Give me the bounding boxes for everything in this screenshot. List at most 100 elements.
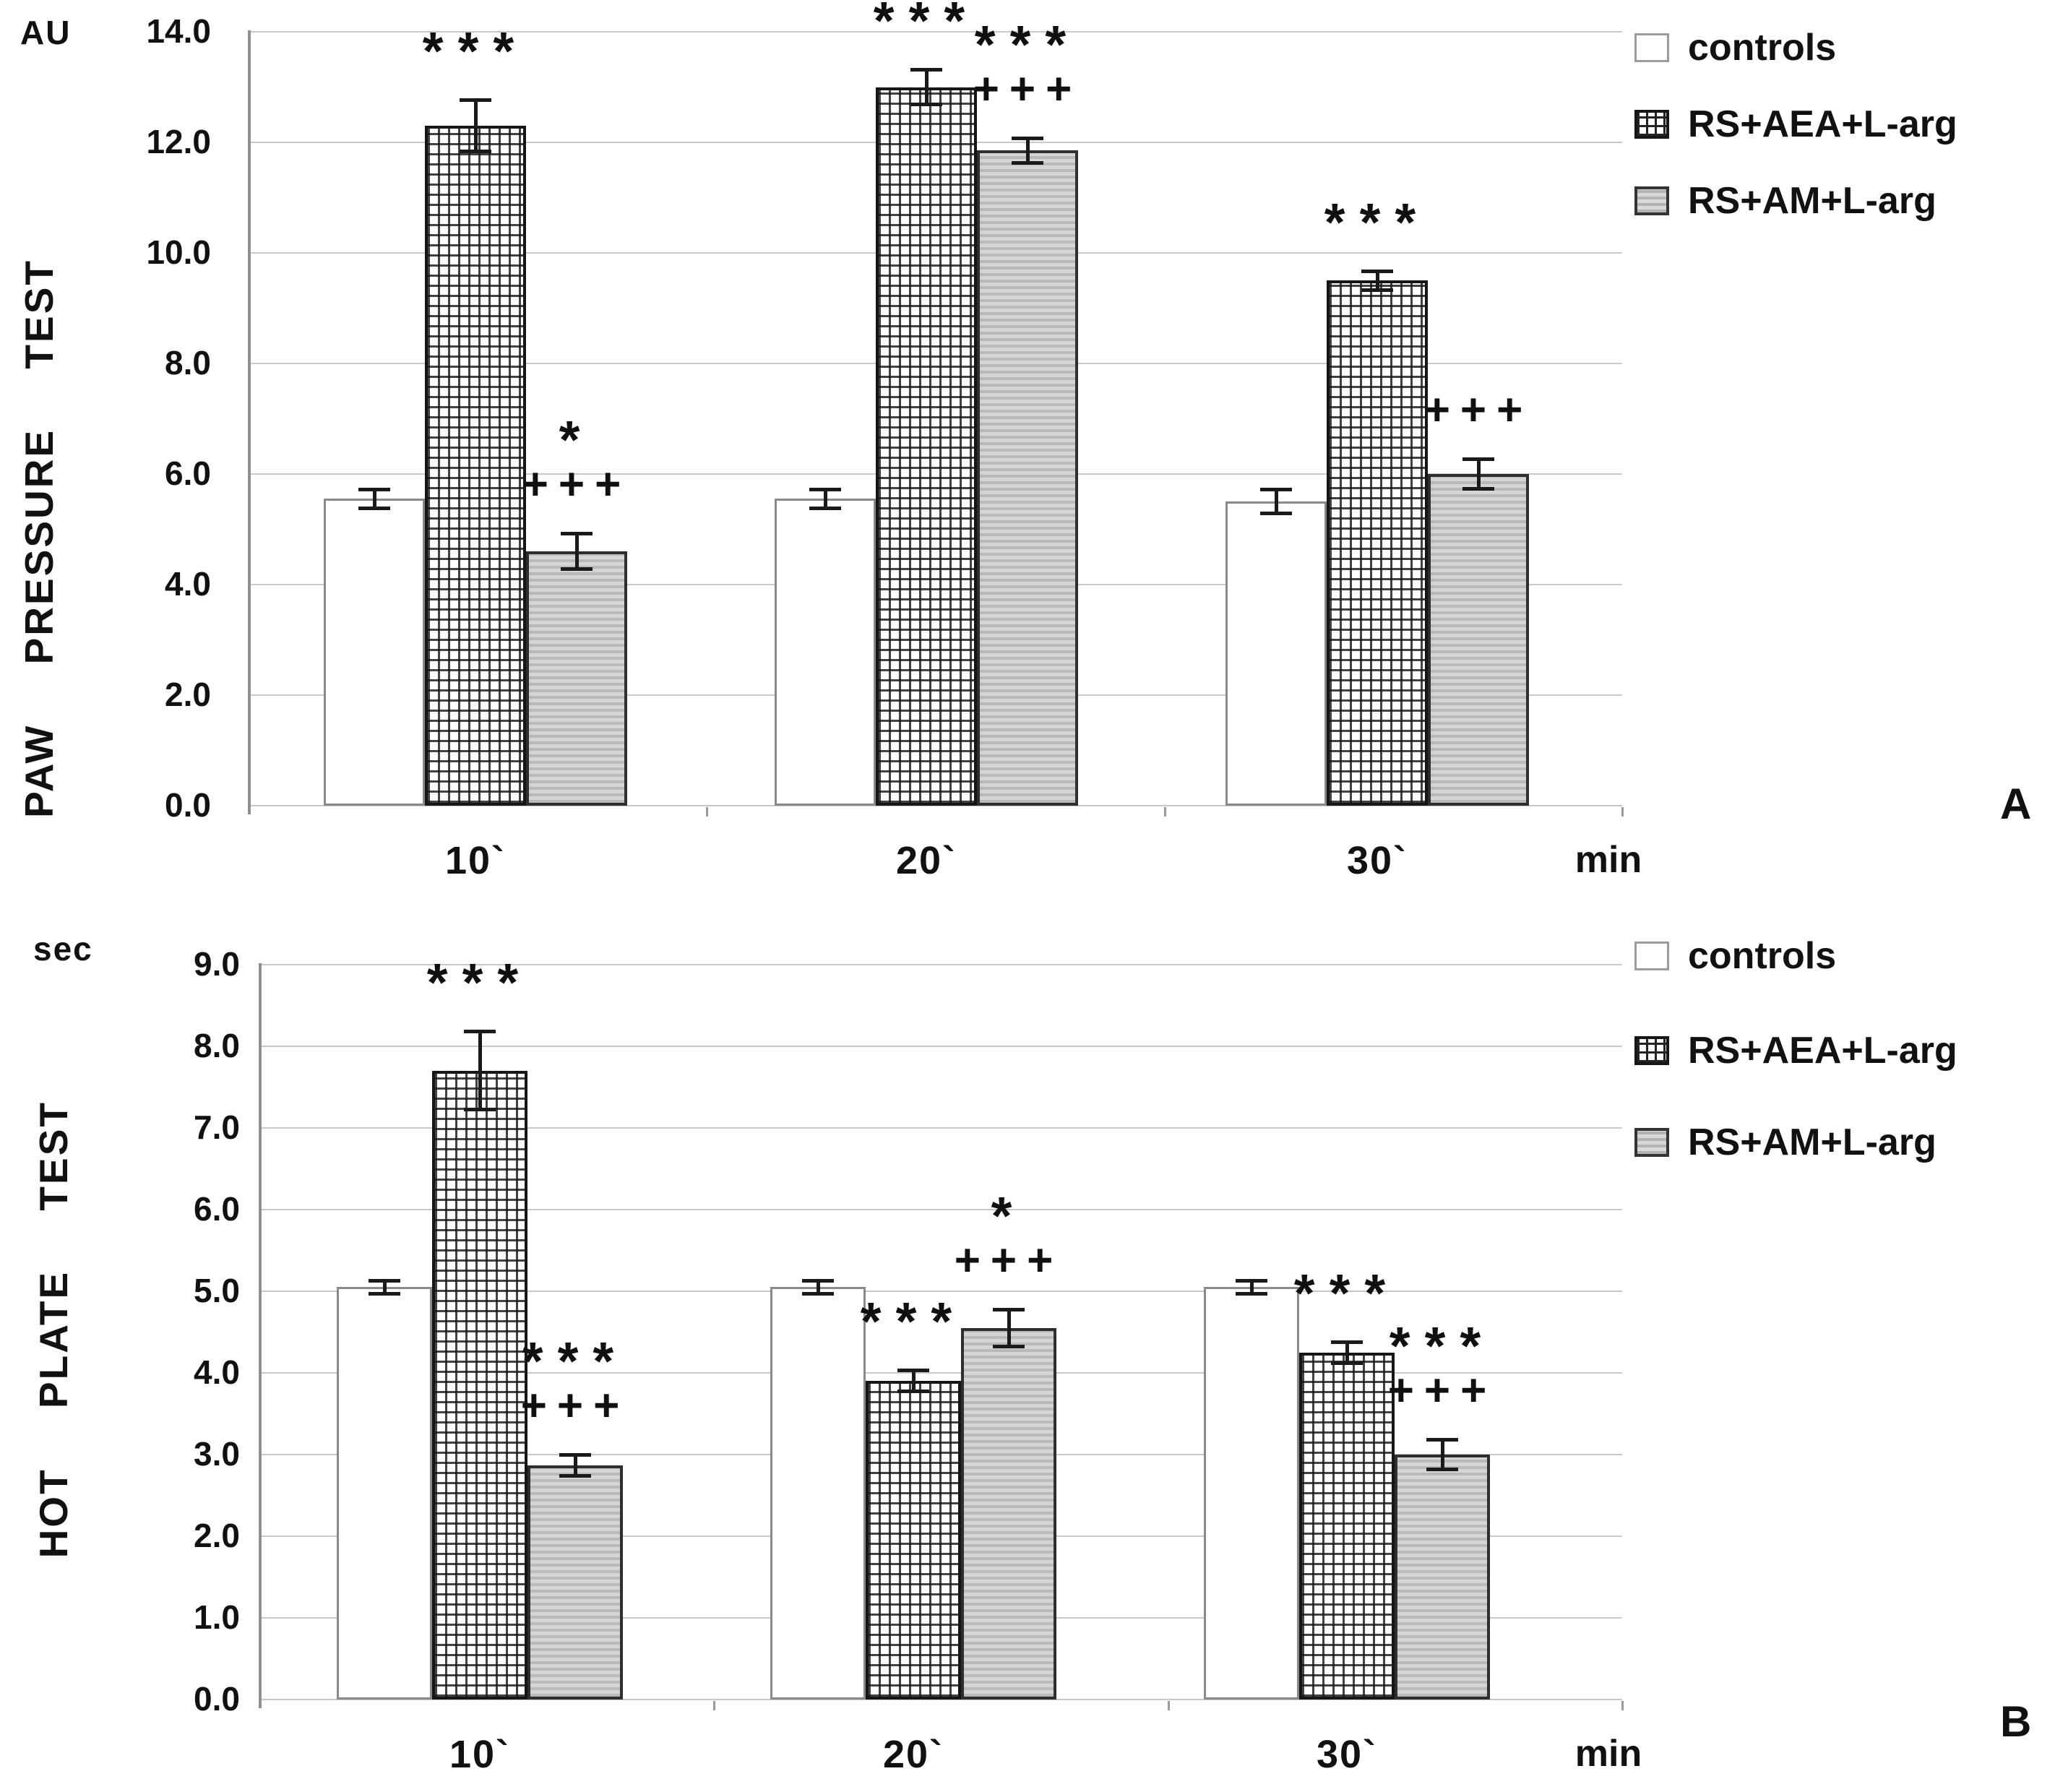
error-bar xyxy=(809,488,841,510)
x-axis-tick xyxy=(1167,1701,1170,1710)
error-bar-stem xyxy=(1345,1340,1349,1365)
y-tick-label: 6.0 xyxy=(165,455,211,492)
bar-controls-30 xyxy=(1225,501,1327,806)
significance-stars: *** xyxy=(860,1291,967,1352)
error-bar-stem xyxy=(817,1279,820,1296)
y-tick-label: 0.0 xyxy=(194,1680,240,1718)
y-axis-line xyxy=(248,30,251,814)
y-tick-label: 2.0 xyxy=(165,676,211,713)
gridline xyxy=(260,1372,1622,1374)
significance-plus: +++ xyxy=(1423,385,1533,436)
x-category-label: 10` xyxy=(444,839,507,882)
bar-rs-am-l-arg-30 xyxy=(1428,474,1529,806)
gridline xyxy=(260,1291,1622,1292)
sig-annotation: *** xyxy=(1254,191,1500,252)
error-bar-stem xyxy=(474,98,478,154)
legend-item-aea-b: RS+AEA+L-arg xyxy=(1634,1029,1957,1072)
sig-annotation: *** xyxy=(790,1291,1036,1352)
y-axis-unit-a: AU xyxy=(20,14,72,51)
bar-controls-20 xyxy=(775,499,876,806)
error-bar-stem xyxy=(1441,1438,1444,1471)
legend-label-controls: controls xyxy=(1688,935,1837,977)
y-tick-label: 4.0 xyxy=(194,1353,240,1391)
x-axis-tick xyxy=(713,1701,716,1710)
x-axis-tick xyxy=(1621,807,1624,817)
legend-label-aea: RS+AEA+L-arg xyxy=(1688,103,1957,145)
y-tick-label: 6.0 xyxy=(194,1190,240,1228)
error-bar-stem xyxy=(574,1452,577,1478)
x-category-label: 20` xyxy=(895,839,957,882)
x-category-label: 30` xyxy=(1316,1733,1378,1776)
bar-rs-am-l-arg-20 xyxy=(961,1327,1056,1700)
error-bar-stem xyxy=(478,1030,482,1112)
significance-plus: +++ xyxy=(522,460,632,510)
error-bar xyxy=(460,98,491,154)
significance-stars: * xyxy=(991,1185,1027,1246)
significance-stars: *** xyxy=(1324,191,1431,252)
legend-item-controls-b: controls xyxy=(1634,934,1836,978)
y-axis-title-b: HOT PLATE TEST xyxy=(19,1100,88,1558)
error-bar-stem xyxy=(373,488,376,510)
legend-controls-swatch-icon xyxy=(1634,942,1669,970)
x-axis-tick xyxy=(1163,807,1166,817)
significance-stars: *** xyxy=(426,952,533,1013)
significance-stars: * xyxy=(559,410,595,470)
sig-annotation: *** +++ xyxy=(452,1330,698,1431)
y-tick-label: 0.0 xyxy=(165,786,211,824)
bar-rs-am-l-arg-10 xyxy=(527,1465,623,1700)
error-bar xyxy=(464,1030,496,1112)
legend-label-am: RS+AM+L-arg xyxy=(1688,1121,1936,1163)
panel-letter-b: B xyxy=(2000,1697,2032,1746)
error-bar-stem xyxy=(824,488,827,510)
error-bar-stem xyxy=(925,67,929,107)
significance-plus: +++ xyxy=(973,64,1082,115)
error-bar xyxy=(358,488,390,510)
y-tick-label: 12.0 xyxy=(146,123,211,160)
error-bar-stem xyxy=(1250,1279,1254,1296)
significance-stars: *** xyxy=(422,20,529,81)
legend-aea-swatch-icon xyxy=(1634,1036,1669,1065)
y-tick-label: 1.0 xyxy=(194,1598,240,1636)
bar-rs-aea-l-arg-30 xyxy=(1299,1352,1395,1700)
bar-controls-10 xyxy=(337,1287,432,1700)
gridline xyxy=(260,1046,1622,1047)
sig-annotation: *** xyxy=(357,952,603,1013)
y-tick-label: 14.0 xyxy=(146,12,211,50)
legend-label-am: RS+AM+L-arg xyxy=(1688,180,1936,222)
error-bar xyxy=(910,67,942,107)
legend-aea-swatch-icon xyxy=(1634,110,1669,139)
bar-rs-aea-l-arg-20 xyxy=(876,87,977,806)
bar-controls-20 xyxy=(770,1287,866,1700)
significance-plus: +++ xyxy=(520,1380,630,1431)
error-bar-stem xyxy=(383,1279,387,1296)
significance-stars: *** xyxy=(522,1330,629,1391)
legend-item-am-b: RS+AM+L-arg xyxy=(1634,1121,1936,1164)
significance-plus: +++ xyxy=(1387,1366,1497,1416)
gridline xyxy=(260,964,1622,965)
sig-annotation: +++ xyxy=(1356,388,1601,433)
gridline xyxy=(260,1699,1622,1700)
legend-label-controls: controls xyxy=(1688,27,1837,69)
bar-rs-aea-l-arg-10 xyxy=(432,1070,527,1700)
gridline xyxy=(260,1127,1622,1129)
sig-annotation: * +++ xyxy=(886,1185,1132,1283)
gridline xyxy=(249,31,1622,33)
error-bar-stem xyxy=(1477,457,1481,491)
significance-stars: *** xyxy=(974,14,1081,75)
error-bar-stem xyxy=(912,1369,916,1394)
y-tick-label: 8.0 xyxy=(194,1027,240,1064)
error-bar xyxy=(1426,1438,1458,1471)
y-tick-label: 10.0 xyxy=(146,233,211,271)
error-bar xyxy=(897,1369,929,1394)
legend-label-aea: RS+AEA+L-arg xyxy=(1688,1030,1957,1072)
error-bar xyxy=(369,1279,400,1296)
y-tick-label: 7.0 xyxy=(194,1108,240,1146)
sig-annotation: *** xyxy=(1224,1266,1470,1319)
sig-annotation: * +++ xyxy=(454,410,699,510)
legend-controls-swatch-icon xyxy=(1634,33,1669,62)
x-axis-tick xyxy=(1621,1701,1624,1710)
y-tick-label: 5.0 xyxy=(194,1272,240,1309)
error-bar xyxy=(1331,1340,1363,1365)
gridline xyxy=(260,1209,1622,1210)
